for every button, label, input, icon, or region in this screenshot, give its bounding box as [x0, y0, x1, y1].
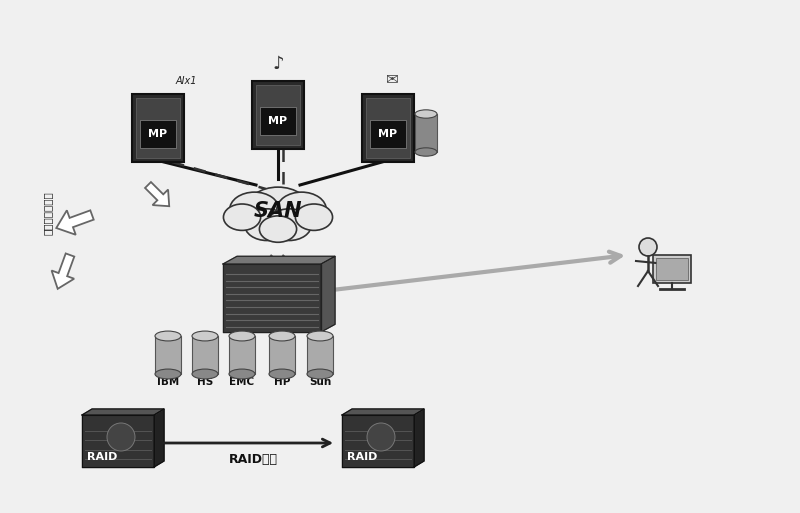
Ellipse shape [415, 148, 437, 156]
Ellipse shape [192, 369, 218, 379]
Polygon shape [82, 409, 164, 415]
Circle shape [107, 423, 135, 451]
Text: SAN: SAN [254, 201, 302, 221]
Polygon shape [342, 409, 424, 415]
Polygon shape [154, 409, 164, 467]
Text: HS: HS [197, 377, 213, 387]
Circle shape [367, 423, 395, 451]
Polygon shape [51, 253, 74, 289]
FancyBboxPatch shape [362, 94, 414, 162]
Ellipse shape [192, 331, 218, 341]
Text: IBM: IBM [157, 377, 179, 387]
Text: ✉: ✉ [386, 71, 398, 86]
Ellipse shape [259, 216, 297, 242]
Ellipse shape [230, 192, 279, 227]
Text: HP: HP [274, 377, 290, 387]
Ellipse shape [245, 209, 289, 241]
Text: MP: MP [269, 116, 287, 126]
FancyBboxPatch shape [415, 114, 437, 152]
Ellipse shape [415, 110, 437, 118]
Text: EMC: EMC [230, 377, 254, 387]
Polygon shape [223, 256, 335, 264]
Ellipse shape [307, 331, 333, 341]
Polygon shape [223, 264, 321, 332]
Ellipse shape [155, 369, 181, 379]
FancyBboxPatch shape [256, 85, 300, 145]
FancyBboxPatch shape [155, 336, 181, 374]
Polygon shape [342, 415, 414, 467]
Ellipse shape [246, 187, 310, 233]
Text: 结合历史记录调: 结合历史记录调 [43, 191, 53, 235]
Ellipse shape [267, 209, 311, 241]
Ellipse shape [295, 204, 333, 230]
FancyBboxPatch shape [132, 94, 184, 162]
FancyBboxPatch shape [307, 336, 333, 374]
Text: AIx1: AIx1 [175, 76, 197, 86]
Text: RAID: RAID [87, 452, 118, 462]
Polygon shape [145, 182, 170, 206]
Polygon shape [414, 409, 424, 467]
Text: MP: MP [378, 129, 398, 139]
Ellipse shape [155, 331, 181, 341]
Text: RAID重构: RAID重构 [229, 453, 278, 466]
Ellipse shape [223, 204, 261, 230]
Polygon shape [56, 210, 94, 235]
FancyBboxPatch shape [269, 336, 295, 374]
Ellipse shape [269, 369, 295, 379]
Ellipse shape [277, 192, 326, 227]
Ellipse shape [269, 331, 295, 341]
Text: Sun: Sun [309, 377, 331, 387]
Ellipse shape [229, 369, 255, 379]
FancyBboxPatch shape [366, 98, 410, 158]
FancyBboxPatch shape [656, 258, 688, 280]
Polygon shape [321, 256, 335, 332]
Text: MP: MP [149, 129, 167, 139]
Polygon shape [82, 415, 154, 467]
Ellipse shape [229, 331, 255, 341]
Ellipse shape [307, 369, 333, 379]
Text: RAID: RAID [347, 452, 378, 462]
FancyBboxPatch shape [229, 336, 255, 374]
FancyBboxPatch shape [653, 255, 691, 283]
FancyBboxPatch shape [136, 98, 180, 158]
Circle shape [639, 238, 657, 256]
FancyBboxPatch shape [192, 336, 218, 374]
FancyBboxPatch shape [252, 81, 304, 149]
Text: ♪: ♪ [272, 55, 284, 73]
